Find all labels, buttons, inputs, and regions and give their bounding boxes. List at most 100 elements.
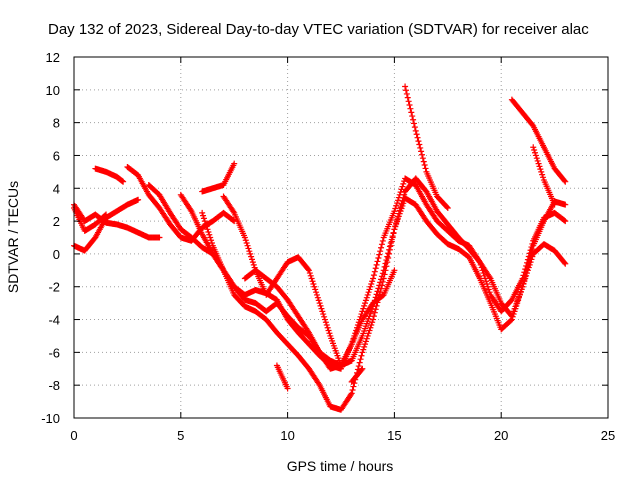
data-point	[486, 274, 493, 281]
data-point	[394, 197, 401, 204]
data-point	[391, 267, 398, 274]
data-point	[249, 259, 256, 266]
data-point	[536, 163, 543, 170]
data-point	[420, 158, 427, 165]
data-point	[156, 234, 163, 241]
data-point	[376, 282, 383, 289]
data-point	[483, 280, 490, 287]
data-point	[395, 210, 402, 217]
data-point	[377, 248, 384, 255]
data-point	[359, 365, 366, 372]
y-tick-label: 6	[53, 148, 60, 163]
data-point	[364, 291, 371, 298]
data-point	[305, 266, 312, 273]
data-point	[347, 391, 354, 398]
data-point	[538, 168, 545, 175]
data-point	[305, 328, 312, 335]
data-point	[322, 319, 329, 326]
data-point	[421, 162, 428, 169]
data-point	[242, 237, 249, 244]
data-point	[309, 278, 316, 285]
data-point	[359, 349, 366, 356]
data-point	[378, 276, 385, 283]
data-point	[527, 252, 534, 259]
data-point	[413, 131, 420, 138]
data-point	[524, 263, 531, 270]
series-trace-9	[220, 175, 569, 369]
data-point	[312, 286, 319, 293]
data-point	[562, 201, 569, 208]
data-point	[522, 273, 529, 280]
data-point	[249, 256, 255, 263]
data-point	[205, 229, 212, 236]
data-point	[103, 211, 110, 218]
data-point	[365, 330, 372, 337]
data-point	[381, 263, 388, 270]
data-point	[362, 300, 369, 307]
x-tick-label: 10	[280, 428, 294, 443]
data-point	[200, 215, 207, 222]
data-point	[507, 317, 514, 324]
data-point	[562, 260, 569, 267]
data-point	[378, 241, 385, 248]
data-point	[360, 305, 367, 312]
data-point	[531, 146, 538, 153]
data-point	[379, 237, 386, 244]
data-point	[245, 245, 252, 252]
data-point	[370, 272, 377, 279]
data-point	[404, 94, 411, 101]
data-point	[375, 255, 382, 262]
data-point	[402, 83, 409, 90]
data-point	[483, 278, 490, 285]
data-point	[319, 308, 326, 315]
x-tick-label: 0	[70, 428, 77, 443]
data-point	[399, 183, 406, 190]
data-point	[406, 101, 413, 108]
data-point	[370, 316, 377, 323]
data-point	[306, 270, 313, 277]
data-point	[313, 291, 320, 298]
data-point	[284, 385, 291, 392]
data-point	[418, 148, 425, 155]
data-point	[482, 275, 489, 282]
data-point	[532, 149, 539, 156]
data-point	[313, 289, 320, 296]
series-trace-10	[199, 160, 238, 195]
data-point	[200, 212, 207, 219]
data-point	[246, 248, 253, 255]
data-point	[390, 229, 397, 236]
data-point	[364, 332, 371, 339]
data-point	[201, 218, 208, 225]
data-point	[311, 283, 318, 290]
data-point	[368, 280, 375, 287]
data-point	[410, 120, 417, 127]
y-tick-label: -4	[48, 313, 60, 328]
data-point	[362, 297, 369, 304]
data-point	[365, 289, 372, 296]
data-point	[373, 291, 380, 298]
data-point	[316, 300, 323, 307]
data-point	[371, 268, 378, 275]
data-point	[392, 205, 399, 212]
data-point	[202, 220, 209, 227]
data-point	[326, 330, 333, 337]
data-point	[244, 242, 251, 249]
data-point	[374, 288, 381, 295]
data-point	[391, 208, 398, 215]
x-tick-label: 25	[601, 428, 615, 443]
data-point	[409, 113, 416, 120]
data-point	[379, 270, 386, 277]
data-point	[417, 144, 424, 151]
data-point	[314, 294, 321, 301]
data-point	[539, 171, 546, 178]
data-point	[391, 226, 398, 233]
data-point	[393, 202, 400, 209]
data-point	[407, 105, 414, 112]
data-point	[358, 352, 365, 359]
data-point	[561, 217, 568, 224]
data-point	[408, 109, 415, 116]
data-point	[250, 261, 257, 268]
data-point	[207, 234, 214, 241]
series-trace-7	[177, 175, 569, 372]
